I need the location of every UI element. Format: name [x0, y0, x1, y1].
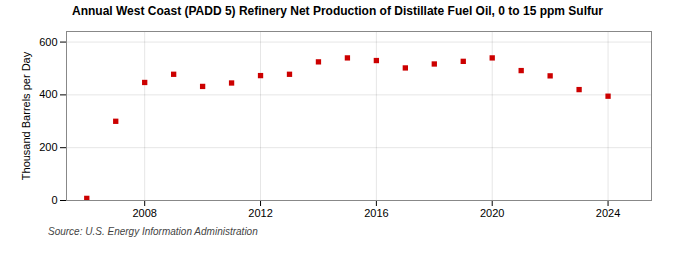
svg-text:2016: 2016: [364, 207, 388, 219]
svg-text:2008: 2008: [132, 207, 156, 219]
svg-text:2012: 2012: [248, 207, 272, 219]
svg-text:400: 400: [39, 88, 57, 100]
svg-text:2020: 2020: [480, 207, 504, 219]
html-text:Annual West Coast (PADD 5) Ref: Annual West Coast (PADD 5) Refinery Net …: [72, 4, 603, 18]
html-text:Source: U.S. Energy Informatio: Source: U.S. Energy Information Administ…: [48, 226, 258, 237]
svg-text:0: 0: [51, 194, 57, 206]
svg-text:2024: 2024: [596, 207, 620, 219]
svg-text:600: 600: [39, 36, 57, 48]
svg-text:Thousand Barrels per Day: Thousand Barrels per Day: [20, 51, 32, 180]
svg-text:200: 200: [39, 141, 57, 153]
